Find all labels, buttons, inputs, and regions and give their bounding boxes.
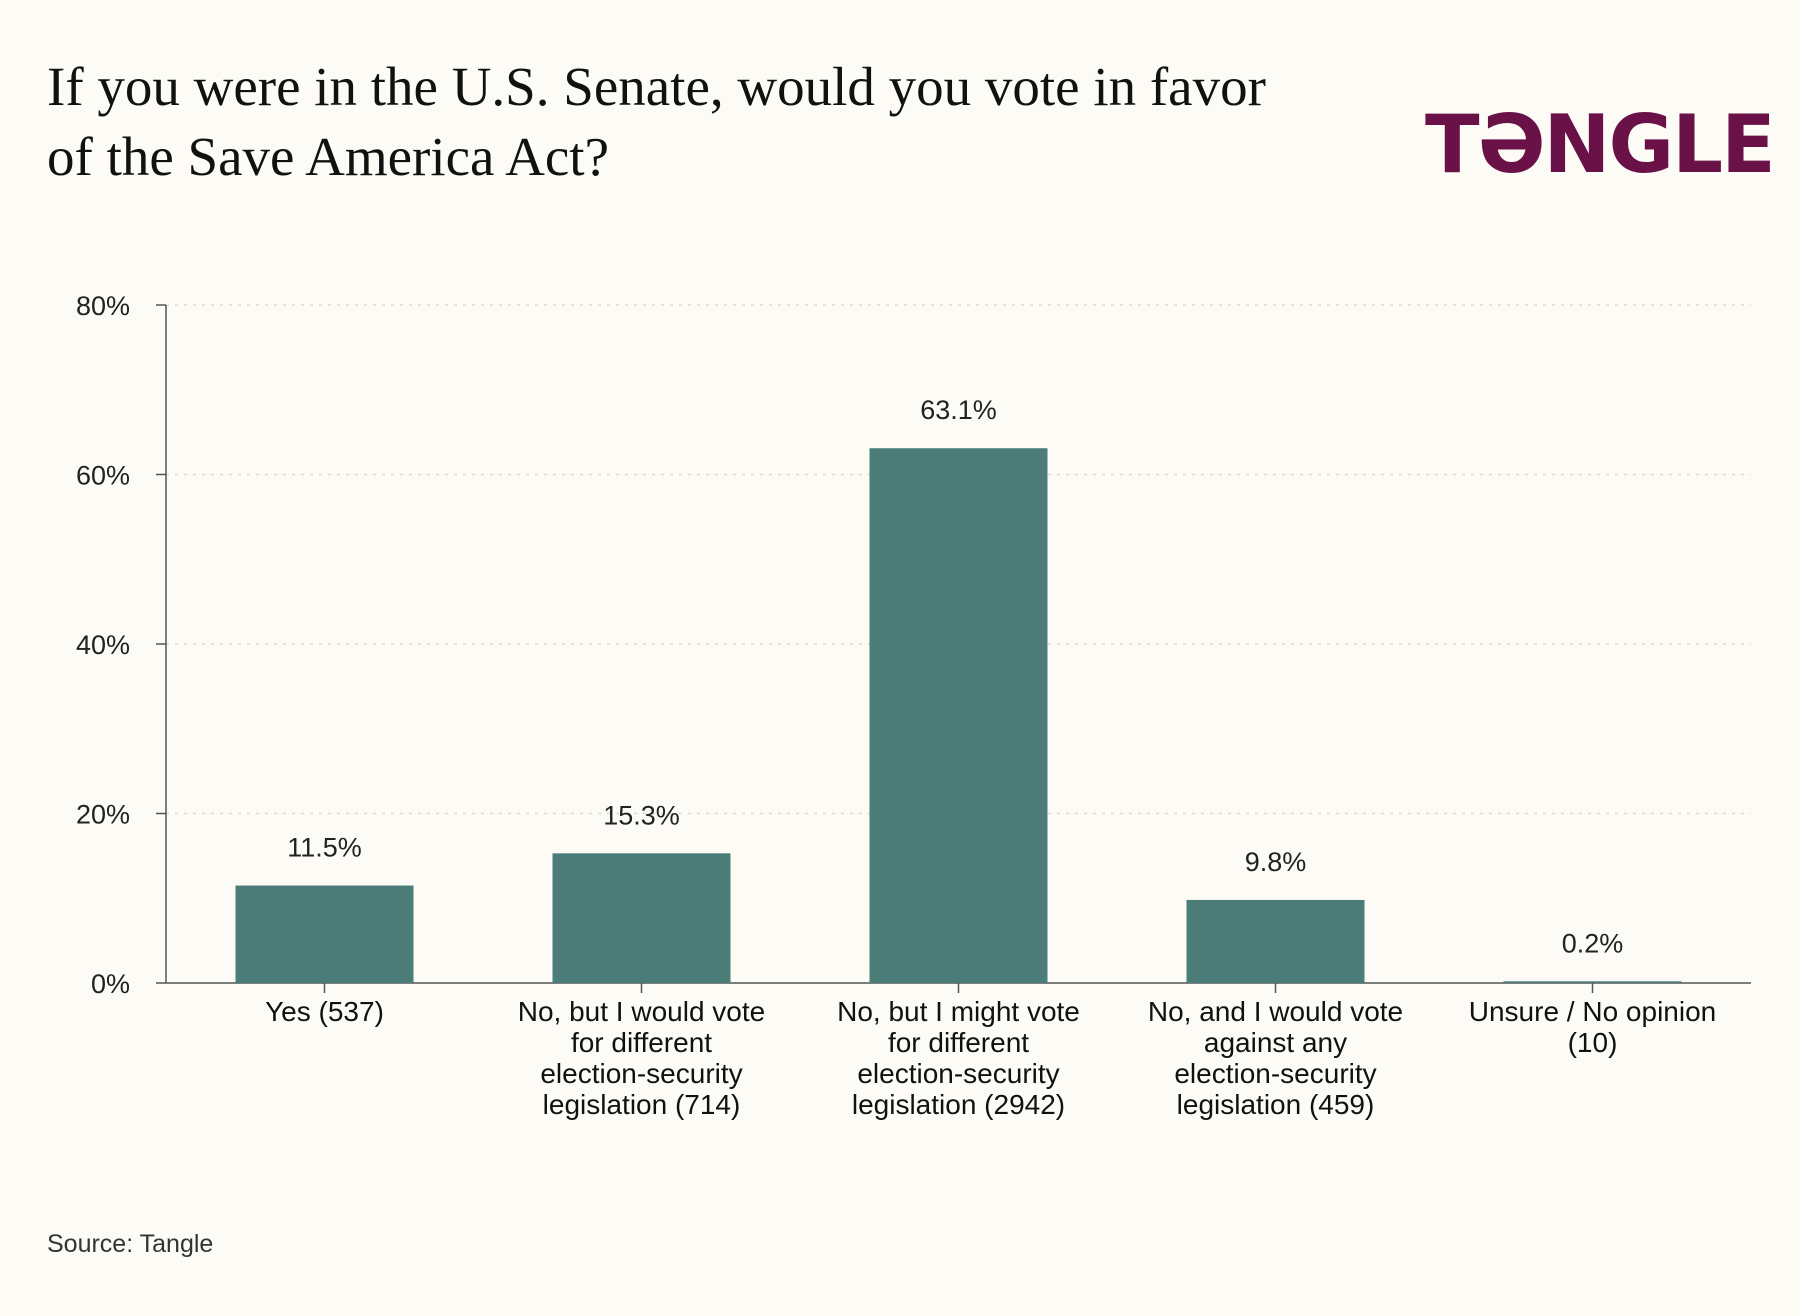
- bar: [235, 885, 414, 983]
- tangle-logo: TƏNGLE: [1425, 98, 1776, 191]
- chart-title: If you were in the U.S. Senate, would yo…: [47, 56, 1266, 187]
- x-tick-label: No, but I would vote for different electio…: [518, 996, 765, 1120]
- data-label: 11.5%: [287, 833, 362, 863]
- y-tick-label: 20%: [76, 800, 130, 830]
- bar: [1186, 899, 1365, 983]
- y-tick-label: 60%: [76, 461, 130, 491]
- data-label: 15.3%: [603, 800, 680, 830]
- bar: [552, 853, 731, 983]
- x-tick-label: Yes (537): [265, 996, 384, 1027]
- bars: [235, 448, 1682, 983]
- y-tick-label: 40%: [76, 630, 130, 660]
- x-tick-label: No, but I might vote for different electio…: [837, 996, 1080, 1120]
- bar: [1503, 981, 1682, 983]
- y-tick-label: 80%: [76, 291, 130, 321]
- source-note: Source: Tangle: [47, 1230, 214, 1258]
- data-label: 0.2%: [1562, 928, 1624, 958]
- x-tick-label: Unsure / No opinion (10): [1469, 996, 1716, 1058]
- labels: 0% 20% 40% 60% 80% 11.5% Yes (537) 15.3% No, but…: [76, 291, 1716, 1120]
- data-label: 9.8%: [1245, 847, 1307, 877]
- data-label: 63.1%: [920, 395, 997, 425]
- bar: [869, 448, 1048, 983]
- x-tick-label: No, and I would vote against any election-…: [1148, 996, 1403, 1120]
- y-tick-label: 0%: [91, 969, 130, 999]
